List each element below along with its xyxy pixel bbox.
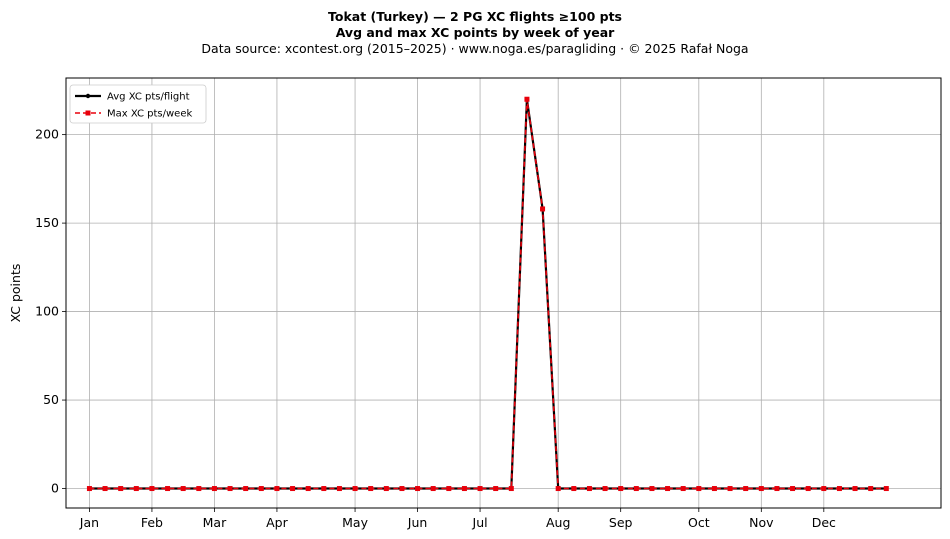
max-series-point: [790, 486, 796, 492]
max-series-point: [571, 486, 577, 492]
max-series-point: [852, 486, 858, 492]
max-series-point: [883, 486, 889, 492]
max-series-point: [368, 486, 374, 492]
max-series-point: [258, 486, 264, 492]
legend-marker-avg: [85, 93, 91, 99]
max-series-point: [305, 486, 311, 492]
chart-subtitle: Avg and max XC points by week of year: [335, 25, 615, 40]
grid-lines: [66, 78, 941, 508]
max-series-point: [586, 486, 592, 492]
max-series-point: [321, 486, 327, 492]
y-tick-label: 50: [43, 392, 59, 407]
y-tick-label: 100: [35, 304, 59, 319]
legend-label-max: Max XC pts/week: [107, 109, 192, 120]
max-series-point: [446, 486, 452, 492]
max-series-point: [227, 486, 233, 492]
x-tick-label: Jul: [472, 515, 488, 530]
max-series-line: [89, 99, 887, 490]
max-series-point: [274, 486, 280, 492]
max-series-point: [211, 486, 217, 492]
max-series-point: [743, 486, 749, 492]
max-series-point: [336, 486, 342, 492]
max-series-point: [415, 486, 421, 492]
x-tick-label: Jan: [79, 515, 99, 530]
y-tick-label: 0: [51, 481, 59, 496]
max-series-point: [758, 486, 764, 492]
legend-box: [69, 84, 207, 124]
max-series-point: [461, 486, 467, 492]
max-series-point: [649, 486, 655, 492]
max-series-point: [477, 486, 483, 492]
max-series-point: [508, 486, 514, 492]
max-series-point: [836, 486, 842, 492]
max-series-point: [633, 486, 639, 492]
max-series-point: [680, 486, 686, 492]
x-tick-label: May: [342, 515, 368, 530]
max-series-point: [383, 486, 389, 492]
legend-label-avg: Avg XC pts/flight: [107, 92, 190, 103]
plot-frame: [65, 77, 942, 509]
max-series-point: [180, 486, 186, 492]
max-series-point: [618, 486, 624, 492]
max-series-point: [86, 486, 92, 492]
max-series-point: [165, 486, 171, 492]
max-series-point: [493, 486, 499, 492]
max-series-point: [524, 96, 530, 102]
max-series-point: [602, 486, 608, 492]
max-series-point: [665, 486, 671, 492]
x-tick-label: Dec: [812, 515, 836, 530]
max-series-point: [540, 206, 546, 212]
max-series-point: [868, 486, 874, 492]
max-series-point: [352, 486, 358, 492]
x-tick-label: Feb: [141, 515, 163, 530]
max-series-point: [727, 486, 733, 492]
x-tick-label: Aug: [546, 515, 570, 530]
chart-source-line: Data source: xcontest.org (2015–2025) · …: [201, 41, 749, 56]
y-axis-ticks: 0 50 100 150 200: [35, 127, 66, 496]
legend-marker-max: [85, 110, 91, 116]
y-tick-label: 200: [35, 127, 59, 142]
chart-title: Tokat (Turkey) — 2 PG XC flights ≥100 pt…: [328, 9, 622, 24]
x-tick-label: Sep: [609, 515, 633, 530]
x-tick-label: Nov: [749, 515, 774, 530]
max-series-point: [805, 486, 811, 492]
max-series-point: [133, 486, 139, 492]
chart-title-block: Tokat (Turkey) — 2 PG XC flights ≥100 pt…: [0, 9, 950, 57]
y-axis-label: XC points: [8, 264, 23, 323]
series-layer: [86, 96, 889, 492]
max-series-point: [696, 486, 702, 492]
max-series-point: [243, 486, 249, 492]
avg-series-line: [89, 99, 887, 490]
max-series-point: [290, 486, 296, 492]
x-tick-label: Oct: [688, 515, 710, 530]
x-axis-ticks: Jan Feb Mar Apr May Jun Jul Aug Sep Oct Nov Dec: [79, 508, 836, 530]
max-series-point: [149, 486, 155, 492]
max-series-point: [102, 486, 108, 492]
x-tick-label: Jun: [407, 515, 428, 530]
max-series-point: [118, 486, 124, 492]
max-series-point: [774, 486, 780, 492]
max-series-point: [821, 486, 827, 492]
legend: Avg XC pts/flight Max XC pts/week: [69, 84, 207, 124]
max-series-point: [430, 486, 436, 492]
max-series-point: [196, 486, 202, 492]
max-series-point: [399, 486, 405, 492]
x-tick-label: Mar: [203, 515, 227, 530]
max-series-point: [711, 486, 717, 492]
y-tick-label: 150: [35, 215, 59, 230]
max-series-point: [555, 486, 561, 492]
x-tick-label: Apr: [266, 515, 288, 530]
